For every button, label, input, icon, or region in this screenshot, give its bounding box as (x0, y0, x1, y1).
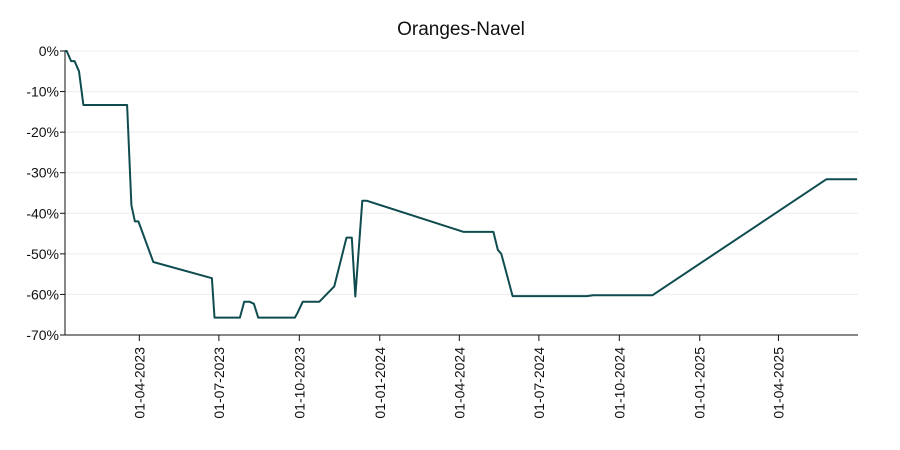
x-axis-ticks: 01-04-2023 01-07-2023 01-10-2023 01-01-2024… (131, 335, 786, 419)
x-tick-label: 01-10-2024 (611, 347, 627, 419)
x-tick-label: 01-04-2023 (131, 347, 147, 419)
x-tick-label: 01-01-2025 (692, 347, 708, 419)
x-tick-label: 01-01-2024 (372, 347, 388, 419)
series-layer (65, 50, 858, 319)
y-tick-label: -50% (26, 246, 59, 262)
series-line (65, 50, 858, 319)
x-tick-label: 01-04-2024 (451, 347, 467, 419)
x-tick-label: 01-04-2025 (770, 347, 786, 419)
y-tick-label: -10% (26, 84, 59, 100)
chart-title: Oranges-Navel (397, 19, 525, 40)
y-tick-label: -40% (26, 205, 59, 221)
y-tick-label: -70% (26, 327, 59, 343)
y-tick-label: -30% (26, 165, 59, 181)
y-tick-label: -60% (26, 286, 59, 302)
y-tick-label: 0% (39, 43, 59, 59)
axes (64, 51, 858, 336)
x-tick-label: 01-07-2023 (211, 347, 227, 419)
y-axis-ticks: 0% -10% -20% -30% -40% -50% -60% -70% (26, 43, 65, 343)
x-tick-label: 01-10-2023 (291, 347, 307, 419)
x-tick-label: 01-07-2024 (531, 347, 547, 419)
grid-lines (65, 50, 858, 336)
y-tick-label: -20% (26, 124, 59, 140)
